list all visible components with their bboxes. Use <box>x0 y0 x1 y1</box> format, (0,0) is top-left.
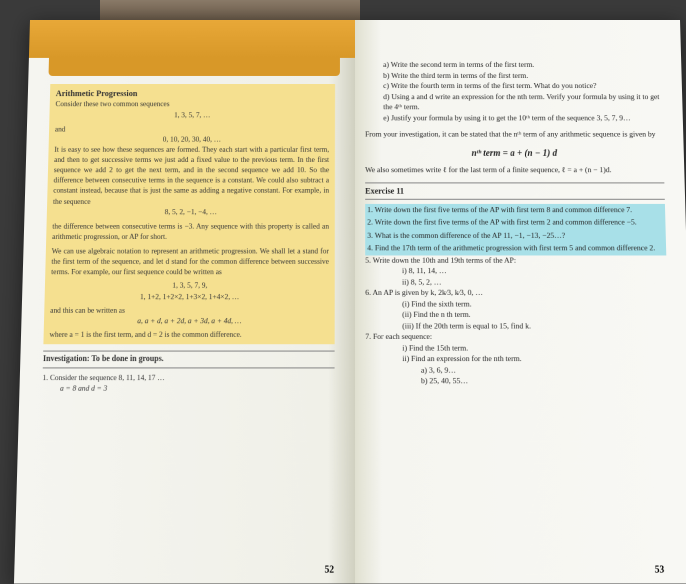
page-number-right: 53 <box>655 564 665 575</box>
para5: where a = 1 is the first term, and d = 2… <box>49 329 328 340</box>
page-number-left: 52 <box>325 564 334 575</box>
q6i: (i) Find the sixth term. <box>365 299 668 310</box>
page-right: a) Write the second term in terms of the… <box>355 20 686 584</box>
top-photo-edge <box>100 0 360 22</box>
item-d: d) Using a and d write an expression for… <box>365 92 662 113</box>
item-c: c) Write the fourth term in terms of the… <box>365 81 662 92</box>
q7b: b) 25, 40, 55… <box>365 376 669 387</box>
row2: 1, 1+2, 1+2×2, 1+3×2, 1+4×2, … <box>50 291 328 302</box>
section-title: Arithmetic Progression <box>56 88 330 100</box>
orange-tab <box>49 58 340 76</box>
q7i: i) Find the 15th term. <box>365 343 669 354</box>
q7ii: ii) Find an expression for the nth term. <box>365 354 669 365</box>
q1: 1. Write down the first five terms of th… <box>365 204 665 217</box>
seq3: 8, 5, 2, −1, −4, … <box>53 207 329 217</box>
q5ii: ii) 8, 5, 2, … <box>365 277 667 288</box>
inv-q1: 1. Consider the sequence 8, 11, 14, 17 … <box>42 373 334 384</box>
row1: 1, 3, 5, 7, 9, <box>51 281 329 292</box>
generic-seq: a, a + d, a + 2d, a + 3d, a + 4d, … <box>50 316 329 327</box>
investigation-header: Investigation: To be done in groups. <box>43 351 335 369</box>
para3: We can use algebraic notation to represe… <box>51 246 329 278</box>
item-e: e) Justify your formula by using it to g… <box>365 113 663 124</box>
item-b: b) Write the third term in terms of the … <box>365 70 662 81</box>
para1-right: From your investigation, it can be state… <box>365 129 663 140</box>
para2: the difference between consecutive terms… <box>52 221 329 242</box>
q7: 7. For each sequence: <box>365 332 668 343</box>
left-highlight-block: Arithmetic Progression Consider these tw… <box>43 84 335 344</box>
q6: 6. An AP is given by k, 2k⁄3, k⁄3, 0, … <box>365 288 667 299</box>
left-content: Arithmetic Progression Consider these tw… <box>42 82 335 394</box>
orange-header-strip <box>29 20 355 58</box>
right-content: a) Write the second term in terms of the… <box>365 60 670 387</box>
exercise-header: Exercise 11 <box>365 182 665 200</box>
intro-text: Consider these two common sequences <box>55 100 329 110</box>
seq2: 0, 10, 20, 30, 40, … <box>55 134 330 144</box>
q5i: i) 8, 11, 14, … <box>365 266 667 277</box>
para1: It is easy to see how these sequences ar… <box>53 145 329 207</box>
q2: 2. Write down the first five terms of th… <box>365 217 665 230</box>
page-left: Arithmetic Progression Consider these tw… <box>14 20 355 584</box>
para2-right: We also sometimes write ℓ for the last t… <box>365 165 664 176</box>
q6iii: (iii) If the 20th term is equal to 15, f… <box>365 321 668 332</box>
nth-term-formula: nᵗʰ term = a + (n − 1) d <box>365 146 664 159</box>
q3: 3. What is the common difference of the … <box>365 229 666 242</box>
inv-q1a: a = 8 and d = 3 <box>42 383 334 394</box>
and-text: and <box>55 124 329 134</box>
para4: and this can be written as <box>50 305 329 316</box>
q4: 4. Find the 17th term of the arithmetic … <box>365 242 666 255</box>
q6ii: (ii) Find the n th term. <box>365 310 668 321</box>
seq1: 1, 3, 5, 7, … <box>55 110 329 120</box>
q5: 5. Write down the 10th and 19th terms of… <box>365 255 666 266</box>
open-book: Arithmetic Progression Consider these tw… <box>14 20 686 584</box>
q7a: a) 3, 6, 9… <box>365 365 669 376</box>
item-a: a) Write the second term in terms of the… <box>365 60 661 71</box>
